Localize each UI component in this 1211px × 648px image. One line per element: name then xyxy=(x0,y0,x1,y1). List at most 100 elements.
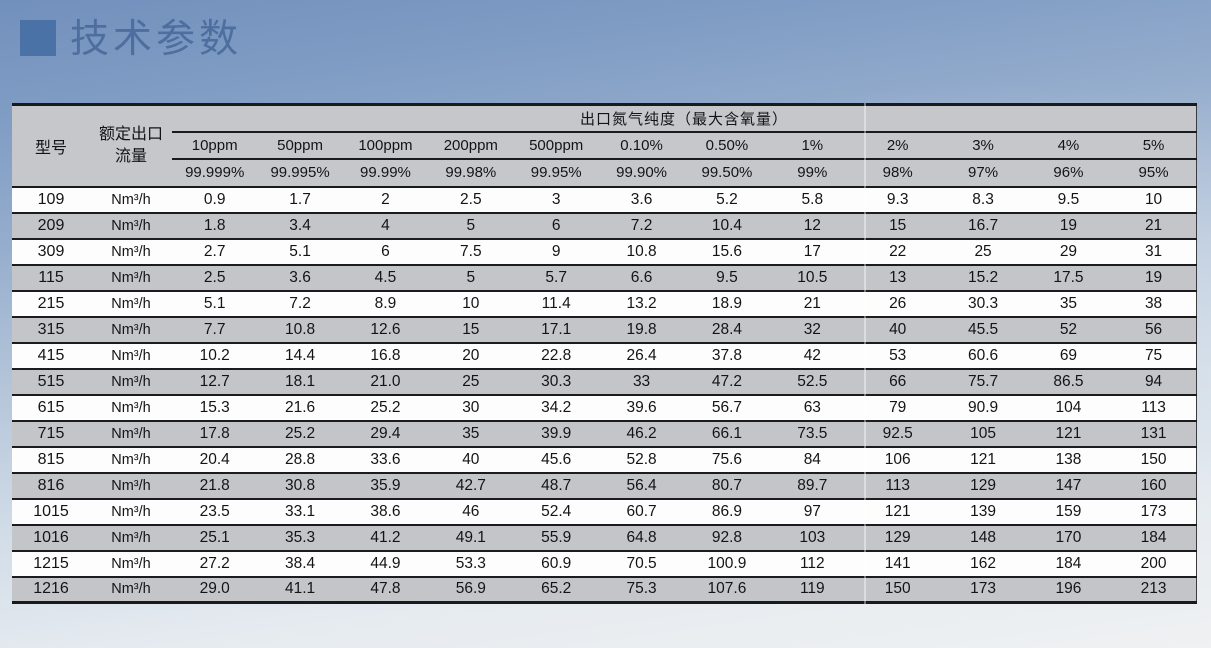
value-cell: 15 xyxy=(855,212,941,240)
value-cell: 33 xyxy=(598,368,685,396)
value-cell: 28.8 xyxy=(257,446,343,474)
purity-level-header: 99.95% xyxy=(513,158,599,188)
value-cell: 104 xyxy=(1025,394,1112,422)
value-cell: 42 xyxy=(769,342,855,370)
section-title: 技术参数 xyxy=(20,8,242,64)
value-cell: 46.2 xyxy=(598,420,685,448)
value-cell: 66.1 xyxy=(684,420,770,448)
value-cell: 66 xyxy=(855,368,941,396)
value-cell: 5.2 xyxy=(684,186,770,214)
value-cell: 65.2 xyxy=(513,576,599,603)
oxygen-level-header: 200ppm xyxy=(428,131,514,160)
oxygen-level-header: 0.10% xyxy=(598,131,685,160)
value-cell: 138 xyxy=(1025,446,1112,474)
value-cell: 16.7 xyxy=(940,212,1026,240)
value-cell: 40 xyxy=(855,316,941,344)
purity-level-header: 99.999% xyxy=(172,158,258,188)
value-cell: 10.2 xyxy=(172,342,258,370)
value-cell: 141 xyxy=(855,550,941,578)
value-cell: 10 xyxy=(428,290,514,318)
value-cell: 56.9 xyxy=(428,576,514,603)
model-cell: 1016 xyxy=(12,524,90,552)
header-row-top: 型号 额定出口 流量 出口氮气纯度（最大含氧量） xyxy=(12,104,1197,188)
value-cell: 12.6 xyxy=(342,316,429,344)
value-cell: 160 xyxy=(1111,472,1197,500)
unit-cell: Nm³/h xyxy=(90,238,172,266)
value-cell: 49.1 xyxy=(428,524,514,552)
value-cell: 75 xyxy=(1111,342,1197,370)
col-header-flow: 额定出口 流量 xyxy=(90,104,172,188)
purity-level-header: 99% xyxy=(769,158,855,188)
value-cell: 17 xyxy=(769,238,855,266)
model-cell: 815 xyxy=(12,446,90,474)
value-cell: 5.1 xyxy=(257,238,343,266)
value-cell: 33.6 xyxy=(342,446,429,474)
value-cell: 200 xyxy=(1111,550,1197,578)
value-cell: 4 xyxy=(342,212,429,240)
value-cell: 3.4 xyxy=(257,212,343,240)
value-cell: 3.6 xyxy=(257,264,343,292)
value-cell: 5 xyxy=(428,212,514,240)
unit-cell: Nm³/h xyxy=(90,186,172,214)
value-cell: 44.9 xyxy=(342,550,429,578)
value-cell: 35 xyxy=(1025,290,1112,318)
value-cell: 22 xyxy=(855,238,941,266)
value-cell: 121 xyxy=(855,498,941,526)
value-cell: 106 xyxy=(855,446,941,474)
value-cell: 7.5 xyxy=(428,238,514,266)
value-cell: 159 xyxy=(1025,498,1112,526)
col-header-flow-line1: 额定出口 xyxy=(98,125,163,143)
value-cell: 25.1 xyxy=(172,524,258,552)
value-cell: 8.9 xyxy=(342,290,429,318)
value-cell: 100.9 xyxy=(684,550,770,578)
value-cell: 12.7 xyxy=(172,368,258,396)
value-cell: 25 xyxy=(940,238,1026,266)
value-cell: 2.5 xyxy=(172,264,258,292)
value-cell: 16.8 xyxy=(342,342,429,370)
value-cell: 52.5 xyxy=(769,368,855,396)
oxygen-level-header: 500ppm xyxy=(513,131,599,160)
unit-cell: Nm³/h xyxy=(90,264,172,292)
model-cell: 816 xyxy=(12,472,90,500)
value-cell: 7.7 xyxy=(172,316,258,344)
purity-level-header: 99.99% xyxy=(342,158,429,188)
unit-cell: Nm³/h xyxy=(90,212,172,240)
value-cell: 45.6 xyxy=(513,446,599,474)
unit-cell: Nm³/h xyxy=(90,524,172,552)
value-cell: 213 xyxy=(1111,576,1197,603)
value-cell: 56.4 xyxy=(598,472,685,500)
value-cell: 75.3 xyxy=(598,576,685,603)
value-cell: 11.4 xyxy=(513,290,599,318)
value-cell: 48.7 xyxy=(513,472,599,500)
value-cell: 0.9 xyxy=(172,186,258,214)
model-cell: 715 xyxy=(12,420,90,448)
unit-cell: Nm³/h xyxy=(90,498,172,526)
value-cell: 39.6 xyxy=(598,394,685,422)
model-cell: 615 xyxy=(12,394,90,422)
value-cell: 46 xyxy=(428,498,514,526)
value-cell: 30.3 xyxy=(513,368,599,396)
table-row: 315 Nm³/h 7.7 10.8 12.6 15 17.1 19.8 28.4 32 40 45.… xyxy=(12,316,1197,344)
value-cell: 56.7 xyxy=(684,394,770,422)
value-cell: 17.5 xyxy=(1025,264,1112,292)
value-cell: 1.7 xyxy=(257,186,343,214)
value-cell: 15.3 xyxy=(172,394,258,422)
value-cell: 38 xyxy=(1111,290,1197,318)
unit-cell: Nm³/h xyxy=(90,576,172,603)
oxygen-level-header: 4% xyxy=(1025,131,1112,160)
value-cell: 7.2 xyxy=(257,290,343,318)
model-cell: 315 xyxy=(12,316,90,344)
value-cell: 90.9 xyxy=(940,394,1026,422)
value-cell: 40 xyxy=(428,446,514,474)
spec-table-container: 型号 额定出口 流量 出口氮气纯度（最大含氧量） 10ppm 50ppm 100pp… xyxy=(12,103,1197,604)
value-cell: 79 xyxy=(855,394,941,422)
value-cell: 15.2 xyxy=(940,264,1026,292)
value-cell: 150 xyxy=(855,576,941,603)
value-cell: 34.2 xyxy=(513,394,599,422)
value-cell: 27.2 xyxy=(172,550,258,578)
value-cell: 150 xyxy=(1111,446,1197,474)
value-cell: 63 xyxy=(769,394,855,422)
value-cell: 3 xyxy=(513,186,599,214)
table-row: 1016 Nm³/h 25.1 35.3 41.2 49.1 55.9 64.8 92.8 103… xyxy=(12,524,1197,552)
value-cell: 148 xyxy=(940,524,1026,552)
